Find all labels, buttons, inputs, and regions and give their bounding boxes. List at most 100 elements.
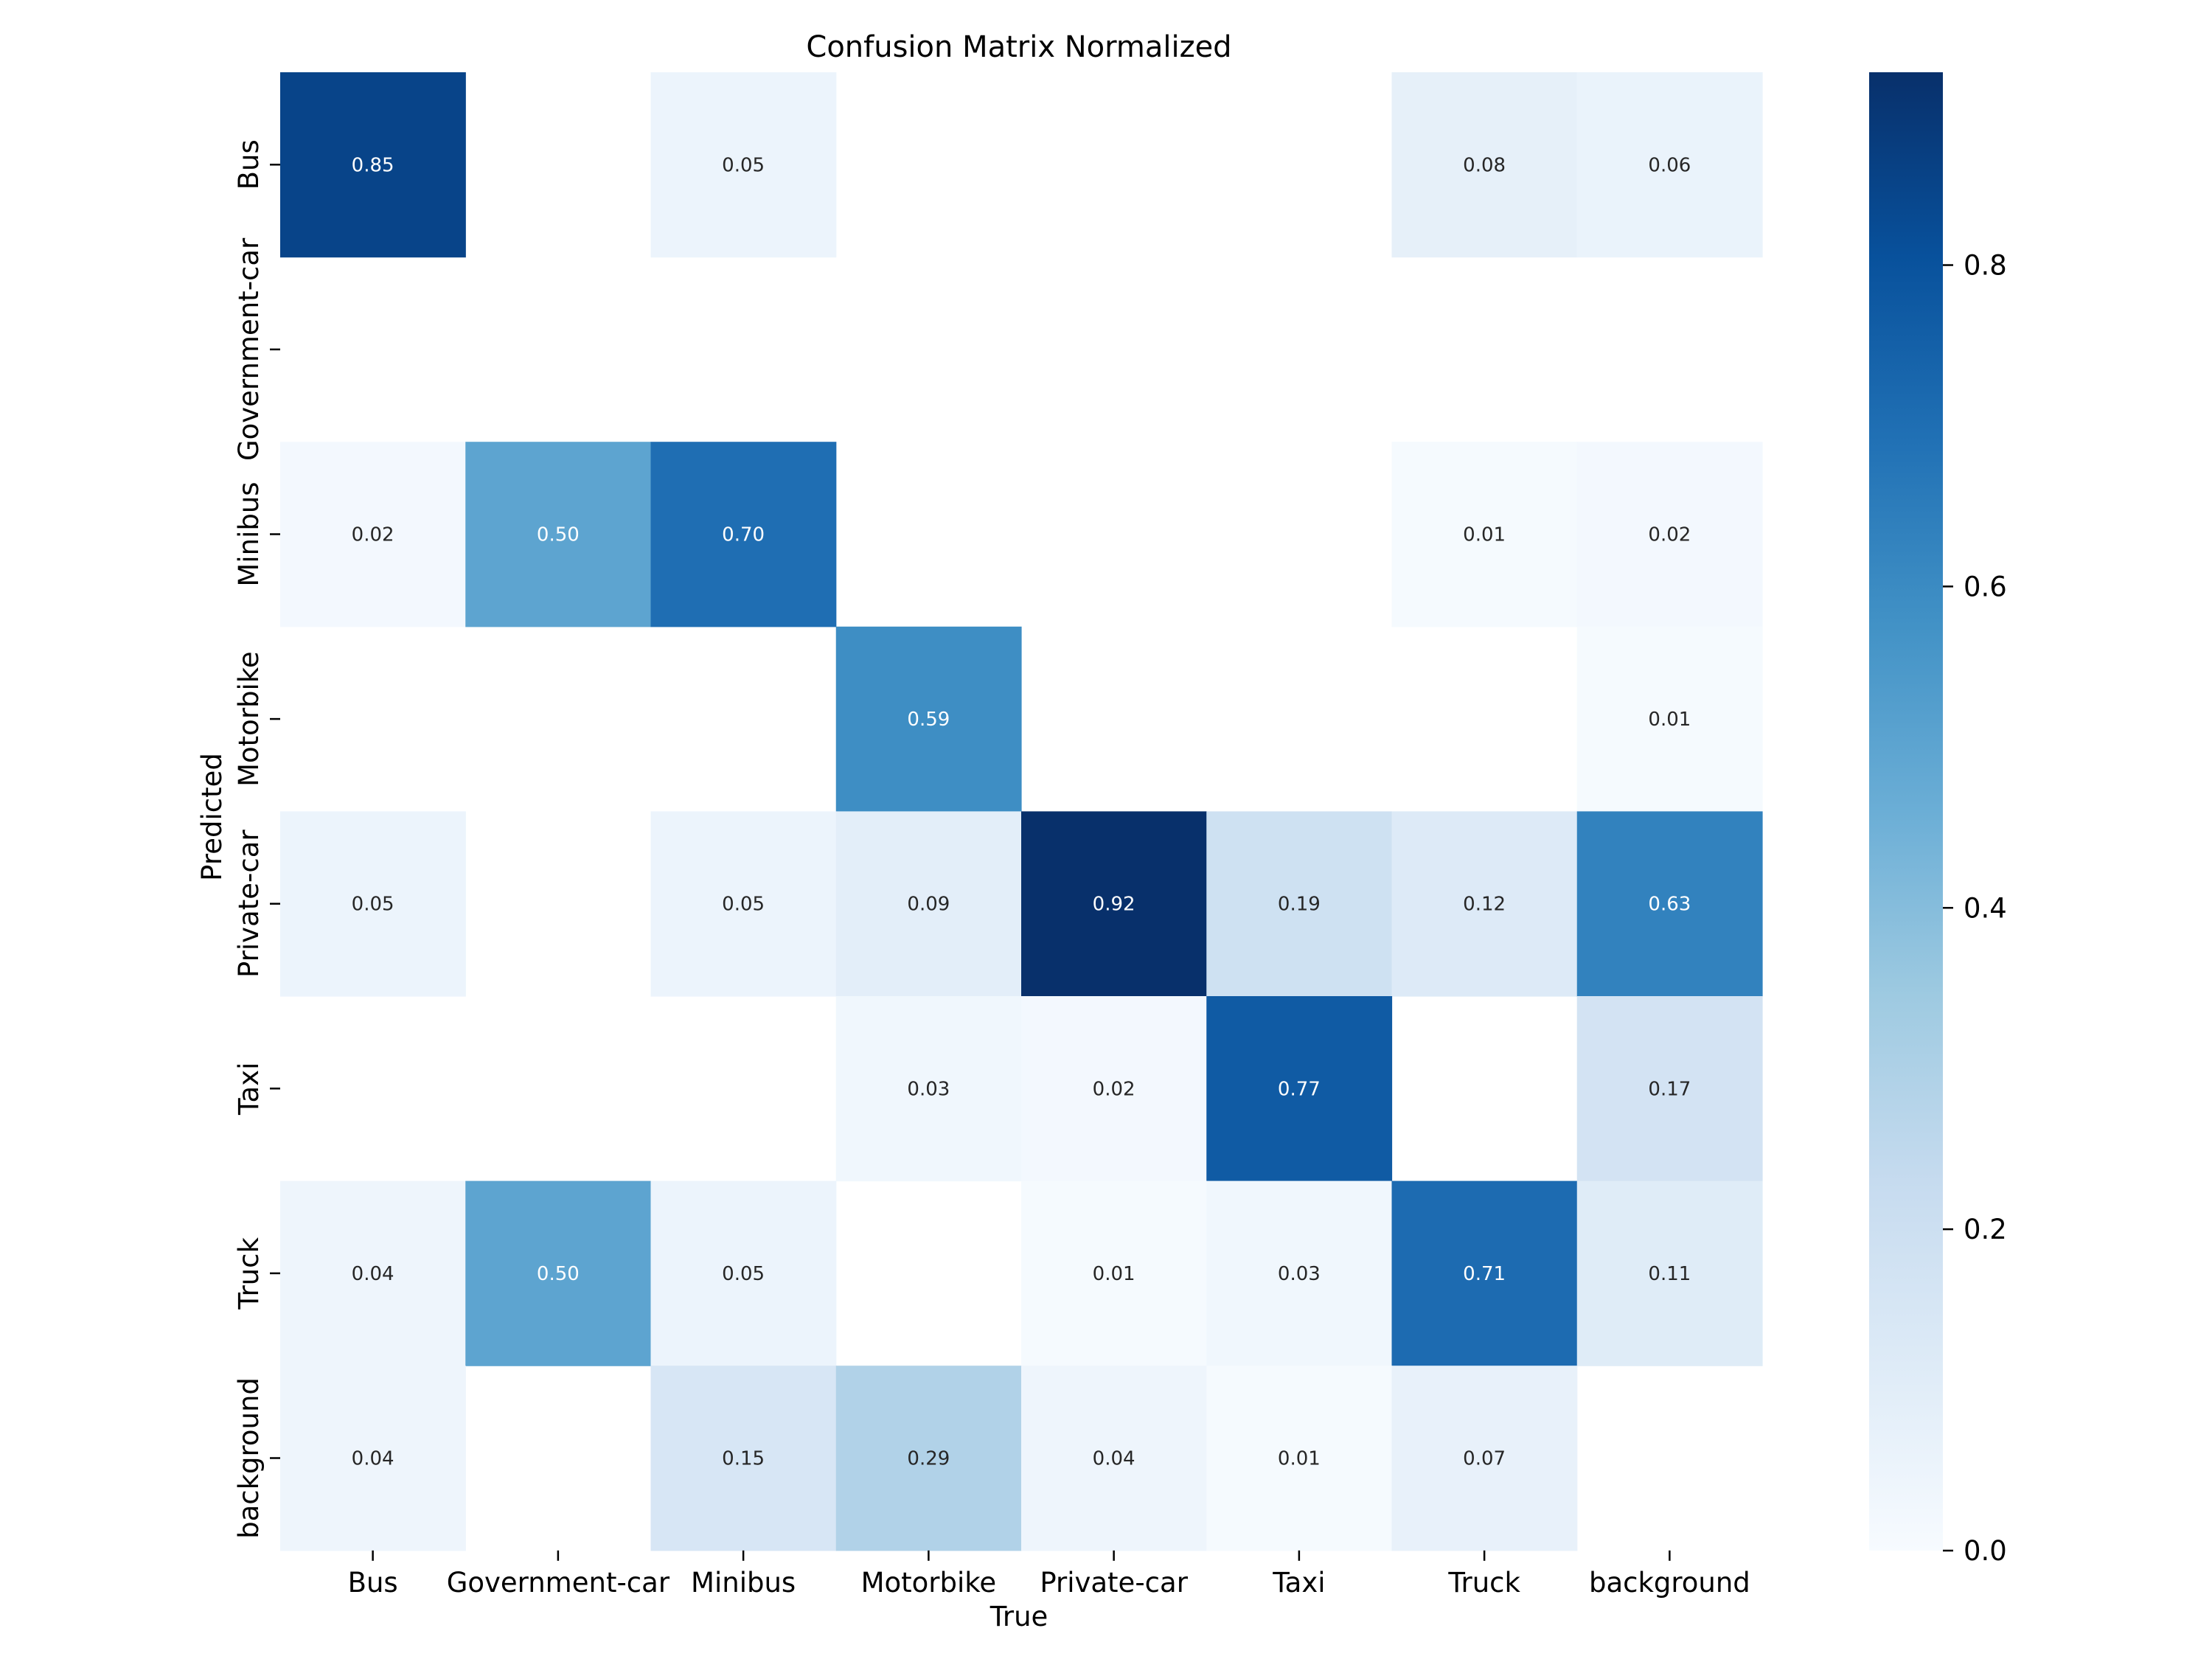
x-tick-label: Minibus (691, 1567, 796, 1599)
cell-value-label: 0.03 (907, 1078, 950, 1100)
heatmap-cell (280, 1366, 466, 1551)
cell-value-label: 0.19 (1278, 894, 1321, 916)
heatmap-cell (1206, 1180, 1393, 1366)
heatmap-cell (650, 1180, 837, 1366)
heatmap-cell (1576, 811, 1763, 997)
cell-value-label: 0.04 (1093, 1448, 1135, 1470)
cell-value-label: 0.05 (722, 894, 765, 916)
cell-value-label: 0.85 (352, 154, 394, 176)
heatmap-cell (1391, 1180, 1578, 1366)
cell-value-label: 0.07 (1463, 1448, 1506, 1470)
cell-value-label: 0.02 (352, 524, 394, 546)
colorbar-tick-label: 0.8 (1964, 250, 2007, 282)
x-axis-label: True (990, 1601, 1048, 1632)
y-axis-ticks: Bus Government-car Minibus Motorbike Private… (233, 139, 280, 1539)
cell-value-label: 0.50 (537, 524, 580, 546)
cell-value-label: 0.70 (722, 524, 765, 546)
cell-value-label: 0.71 (1463, 1263, 1506, 1285)
cell-value-label: 0.17 (1648, 1078, 1691, 1100)
colorbar (1869, 72, 1943, 1551)
x-axis-ticks: Bus Government-car Minibus Motorbike Private… (348, 1550, 1750, 1599)
cell-value-label: 0.05 (352, 894, 394, 916)
heatmap-cell (280, 811, 466, 997)
y-tick-label: Private-car (233, 830, 265, 978)
heatmap-cell (1576, 72, 1763, 258)
heatmap-cell (1576, 626, 1763, 812)
heatmap-cell (1391, 72, 1578, 258)
heatmap-cell (1021, 996, 1207, 1182)
heatmap-cell (465, 1180, 652, 1366)
y-tick-label: Truck (233, 1237, 265, 1310)
y-tick-label: Minibus (233, 481, 265, 586)
colorbar-tick-label: 0.6 (1964, 571, 2007, 602)
heatmap-cell (280, 72, 466, 258)
cell-value-label: 0.04 (352, 1263, 394, 1285)
heatmap-cell (1576, 442, 1763, 627)
heatmap-cell (835, 811, 1022, 997)
cell-value-label: 0.12 (1463, 894, 1506, 916)
colorbar-tick-label: 0.2 (1964, 1214, 2007, 1245)
heatmap-cell (280, 442, 466, 627)
heatmap-cell-labels: 0.85 0.05 0.08 0.06 0.02 0.50 0.70 0.01 0.02 0.59… (352, 154, 1691, 1470)
x-tick-label: Taxi (1272, 1567, 1325, 1599)
heatmap-cell (1391, 811, 1578, 997)
heatmap-cell (650, 442, 837, 627)
x-tick-label: Truck (1447, 1567, 1520, 1599)
heatmap-cell (1576, 1180, 1763, 1366)
y-tick-label: Bus (233, 139, 265, 189)
heatmap-cell (1021, 811, 1207, 997)
x-tick-label: Private-car (1040, 1567, 1188, 1599)
colorbar-tick-label: 0.4 (1964, 892, 2007, 924)
heatmap-cells (280, 72, 1763, 1551)
cell-value-label: 0.09 (907, 894, 950, 916)
cell-value-label: 0.05 (722, 154, 765, 176)
heatmap-cell (1206, 1366, 1393, 1551)
colorbar-ticks: 0.0 0.2 0.4 0.6 0.8 (1943, 250, 2007, 1567)
heatmap-cell (1206, 996, 1393, 1182)
x-tick-label: Bus (348, 1567, 398, 1599)
cell-value-label: 0.01 (1093, 1263, 1135, 1285)
cell-value-label: 0.08 (1463, 154, 1506, 176)
heatmap-cell (1206, 811, 1393, 997)
heatmap-cell (835, 1366, 1022, 1551)
cell-value-label: 0.50 (537, 1263, 580, 1285)
y-tick-label: Taxi (233, 1062, 265, 1116)
heatmap-cell (1021, 1180, 1207, 1366)
cell-value-label: 0.77 (1278, 1078, 1321, 1100)
y-tick-label: Motorbike (233, 651, 265, 787)
cell-value-label: 0.01 (1463, 524, 1506, 546)
heatmap-cell (650, 72, 837, 258)
x-tick-label: background (1589, 1567, 1750, 1599)
heatmap-cell (1021, 1366, 1207, 1551)
cell-value-label: 0.04 (352, 1448, 394, 1470)
heatmap-cell (1391, 442, 1578, 627)
colorbar-tick-label: 0.0 (1964, 1535, 2007, 1567)
x-tick-label: Government-car (447, 1567, 670, 1599)
cell-value-label: 0.03 (1278, 1263, 1321, 1285)
cell-value-label: 0.01 (1278, 1448, 1321, 1470)
cell-value-label: 0.15 (722, 1448, 765, 1470)
heatmap-cell (650, 811, 837, 997)
cell-value-label: 0.05 (722, 1263, 765, 1285)
heatmap-cell (1391, 1366, 1578, 1551)
heatmap-cell (650, 1366, 837, 1551)
cell-value-label: 0.01 (1648, 709, 1691, 731)
heatmap-cell (465, 442, 652, 627)
cell-value-label: 0.06 (1648, 154, 1691, 176)
x-tick-label: Motorbike (861, 1567, 997, 1599)
cell-value-label: 0.02 (1093, 1078, 1135, 1100)
cell-value-label: 0.02 (1648, 524, 1691, 546)
cell-value-label: 0.29 (907, 1448, 950, 1470)
heatmap-cell (835, 996, 1022, 1182)
y-tick-label: background (233, 1377, 265, 1539)
cell-value-label: 0.11 (1648, 1263, 1691, 1285)
cell-value-label: 0.92 (1093, 894, 1135, 916)
y-tick-label: Government-car (233, 237, 265, 461)
chart-title: Confusion Matrix Normalized (806, 30, 1231, 64)
y-axis-label: Predicted (196, 753, 228, 881)
heatmap-cell (280, 1180, 466, 1366)
heatmap-cell (835, 626, 1022, 812)
cell-value-label: 0.59 (907, 709, 950, 731)
cell-value-label: 0.63 (1648, 894, 1691, 916)
